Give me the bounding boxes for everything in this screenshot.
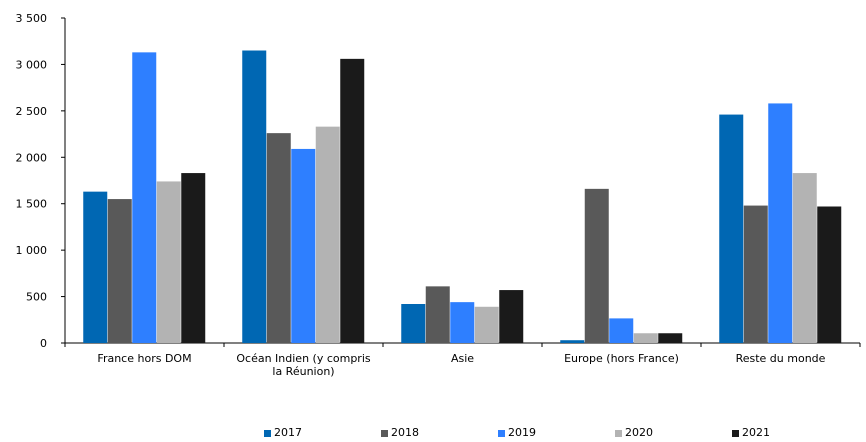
y-tick-label: 3 500 (16, 12, 48, 25)
legend-item-2017: 2017 (264, 426, 302, 440)
bar-2017-category-3 (401, 304, 426, 343)
bar-2018-category-1 (107, 199, 132, 343)
bar-2020-category-5 (792, 173, 817, 343)
y-tick-label: 1 000 (16, 244, 48, 257)
y-tick-label: 500 (26, 291, 47, 304)
bar-2019-category-3 (450, 302, 475, 343)
bar-2018-category-3 (425, 286, 450, 343)
bar-2019-category-5 (768, 103, 793, 343)
bar-2018-category-4 (584, 188, 609, 343)
bar-2020-category-3 (474, 306, 499, 343)
y-tick-label: 0 (40, 337, 47, 350)
y-tick-label: 2 000 (16, 151, 48, 164)
legend-item-2018: 2018 (381, 426, 419, 440)
legend-label: 2019 (508, 426, 536, 439)
bar-chart: 0 500 1 000 1 500 2 000 2 500 3 000 3 500 France… (16, 12, 861, 378)
x-category-label: la Réunion) (272, 365, 334, 378)
legend-swatch (732, 429, 739, 437)
bar-2019-category-4 (609, 318, 634, 343)
y-tick-label: 2 500 (16, 105, 48, 118)
legend-label: 2017 (274, 426, 302, 439)
y-tick-label: 3 000 (16, 58, 48, 71)
legend-label: 2020 (625, 426, 653, 439)
x-category-label: Reste du monde (736, 352, 826, 365)
bar-2018-category-5 (743, 205, 768, 343)
bar-2021-category-5 (817, 206, 842, 343)
bar-2017-category-4 (560, 340, 585, 343)
legend-item-2020: 2020 (615, 426, 653, 440)
legend-label: 2018 (391, 426, 419, 439)
bar-2021-category-2 (340, 58, 365, 343)
legend-item-2021: 2021 (732, 426, 770, 440)
legend-label: 2021 (742, 426, 770, 439)
bar-2021-category-4 (658, 333, 683, 343)
x-category-label: Europe (hors France) (564, 352, 679, 365)
legend-swatch (498, 429, 505, 437)
bar-2021-category-3 (499, 290, 524, 343)
x-category-label: Asie (451, 352, 474, 365)
x-category-label: Océan Indien (y compris (236, 352, 371, 365)
bar-2017-category-5 (719, 114, 744, 343)
legend-swatch (615, 429, 622, 437)
bar-2018-category-2 (266, 133, 291, 343)
bar-2020-category-1 (156, 181, 181, 343)
bar-2017-category-1 (83, 191, 108, 343)
legend-swatch (264, 429, 271, 437)
y-tick-label: 1 500 (16, 198, 48, 211)
bar-2019-category-1 (132, 52, 157, 343)
bar-2019-category-2 (291, 148, 316, 343)
legend-swatch (381, 429, 388, 437)
bar-2020-category-2 (315, 126, 340, 344)
bar-2017-category-2 (242, 50, 267, 343)
bar-2020-category-4 (633, 333, 658, 343)
legend-item-2019: 2019 (498, 426, 536, 440)
x-category-label: France hors DOM (97, 352, 191, 365)
bar-2021-category-1 (181, 173, 206, 343)
chart-legend: 2017 2018 2019 2020 2021 (0, 426, 866, 442)
